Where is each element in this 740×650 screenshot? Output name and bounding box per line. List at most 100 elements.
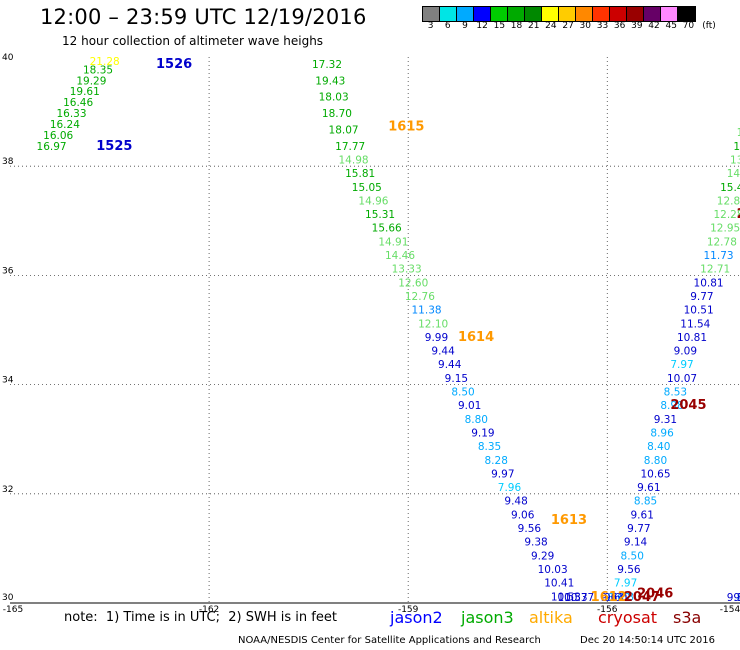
wave-height-point: 8.62: [607, 592, 630, 604]
wave-height-point: 16.33: [56, 108, 86, 120]
wave-height-point: 9.44: [431, 346, 455, 358]
wave-height-point: 10.07: [667, 373, 697, 385]
scale-label: 70: [682, 21, 695, 31]
pass-number-label: 2047: [624, 590, 660, 605]
wave-height-point: 11.54: [680, 318, 710, 330]
wave-height-point: 17.77: [335, 141, 365, 153]
wave-height-point: 10.65: [640, 468, 670, 480]
scale-swatch: [661, 7, 678, 21]
footer-date: Dec 20 14:50:14 UTC 2016: [580, 635, 715, 646]
wave-height-point: 10.03: [538, 564, 568, 576]
wave-height-point: 10.81: [694, 277, 724, 289]
scale-label: 36: [613, 21, 626, 31]
wave-height-point: 9.56: [518, 523, 542, 535]
wave-height-point: 18.07: [329, 124, 359, 136]
scale-swatch: [457, 7, 474, 21]
wave-height-point: 16.97: [37, 141, 67, 153]
y-tick-label: 34: [2, 376, 14, 386]
wave-height-point: 18.35: [83, 64, 113, 76]
wave-height-point: 16.24: [50, 119, 80, 131]
page-title: 12:00 – 23:59 UTC 12/19/2016: [40, 5, 367, 29]
wave-height-point: 16.06: [43, 130, 73, 142]
wave-height-point: 9.19: [471, 427, 494, 439]
wave-height-point: 9.61: [601, 592, 624, 604]
wave-height-point: 15.05: [352, 182, 382, 194]
wave-height-point: 7.97: [670, 359, 693, 371]
y-tick-label: 36: [2, 266, 14, 276]
scale-label: 15: [493, 21, 506, 31]
wave-height-point: 9.48: [504, 496, 527, 508]
wave-height-point: 10.53: [558, 592, 588, 604]
wave-height-point: 7.97: [614, 578, 637, 590]
pass-labels: 1526 1525 1615 1614 1613 1612 2044 2045 20462047…: [96, 57, 740, 605]
scale-label: 9: [462, 21, 468, 31]
pass-number-label: 2045: [670, 398, 706, 413]
pass-number-label: 2046: [637, 587, 673, 602]
wave-height-point: 19.61: [70, 86, 100, 98]
wave-height-point: 9.61: [631, 509, 654, 521]
wave-height-point: 8.99: [737, 592, 740, 604]
page-subtitle: 12 hour collection of altimeter wave hei…: [62, 34, 324, 48]
wave-height-point: 14.98: [339, 154, 369, 166]
wave-height-point: 8.98: [660, 400, 683, 412]
scale-swatch: [491, 7, 508, 21]
wave-height-point: 12.95: [710, 223, 740, 235]
wave-height-point: 15.66: [372, 223, 402, 235]
scale-swatch: [542, 7, 559, 21]
scale-swatch: [474, 7, 491, 21]
wave-height-point: 12.10: [418, 318, 448, 330]
wave-height-point: 10.51: [684, 305, 714, 317]
wave-height-point: 11.73: [704, 250, 734, 262]
wave-height-point: 17.32: [312, 59, 342, 71]
wave-height-point: 7.96: [498, 482, 522, 494]
x-tick-label: -165: [3, 605, 23, 615]
y-tick-label: 40: [2, 53, 14, 63]
wave-height-point: 9.31: [654, 414, 677, 426]
y-tick-label: 38: [2, 157, 14, 167]
wave-height-point: 8.50: [451, 387, 474, 399]
scale-label: 33: [596, 21, 609, 31]
wave-height-point: 14.35: [737, 127, 740, 139]
scale-swatch: [525, 7, 542, 21]
data-points: 21.2818.3519.2919.6116.4616.3316.2416.06…: [37, 56, 740, 604]
footer-credit: NOAA/NESDIS Center for Satellite Applica…: [238, 635, 541, 646]
wave-height-point: 8.53: [664, 387, 687, 399]
wave-height-point: 9.77: [690, 291, 713, 303]
scale-swatch: [627, 7, 644, 21]
wave-height-point: 14.46: [385, 250, 415, 262]
wave-height-point: 9.44: [733, 592, 740, 604]
pass-number-label: 2044: [737, 207, 740, 222]
pass-number-label: 1612: [591, 590, 627, 605]
wave-height-point: 14.91: [378, 236, 408, 248]
wave-height-point: 9.44: [438, 359, 462, 371]
scale-label: 27: [562, 21, 574, 31]
x-tick-label: -159: [398, 605, 419, 615]
scale-label: 39: [631, 21, 643, 31]
wave-height-point: 19.43: [315, 75, 345, 87]
wave-height-point: 9.14: [624, 537, 648, 549]
wave-height-point: 9.99: [425, 332, 448, 344]
legend-s3a: s3a: [673, 608, 702, 627]
scale-label: 21: [527, 21, 540, 31]
wave-height-point: 13.33: [392, 264, 422, 276]
legend-altika: altika: [529, 608, 573, 627]
scale-label: 45: [665, 21, 677, 31]
scale-label: 24: [545, 21, 557, 31]
wave-height-point: 9.77: [627, 523, 650, 535]
wave-height-point: 12.71: [700, 264, 730, 276]
wave-height-point: 21.28: [90, 56, 120, 68]
wave-height-point: 18.03: [319, 92, 349, 104]
wave-height-point: 12.60: [398, 277, 428, 289]
wave-height-point: 8.80: [465, 414, 488, 426]
wave-height-point: 19.29: [76, 75, 106, 87]
wave-height-point: 8.40: [647, 441, 670, 453]
y-tick-label: 32: [2, 485, 13, 495]
legend-cryosat: cryosat: [598, 608, 658, 627]
grid: [10, 57, 740, 604]
x-tick-label: -162: [199, 605, 219, 615]
wave-height-point: 10.81: [677, 332, 707, 344]
wave-height-point: 14.48: [727, 168, 740, 180]
wave-height-point: 9.61: [637, 482, 660, 494]
pass-number-label: 1526: [156, 57, 192, 72]
